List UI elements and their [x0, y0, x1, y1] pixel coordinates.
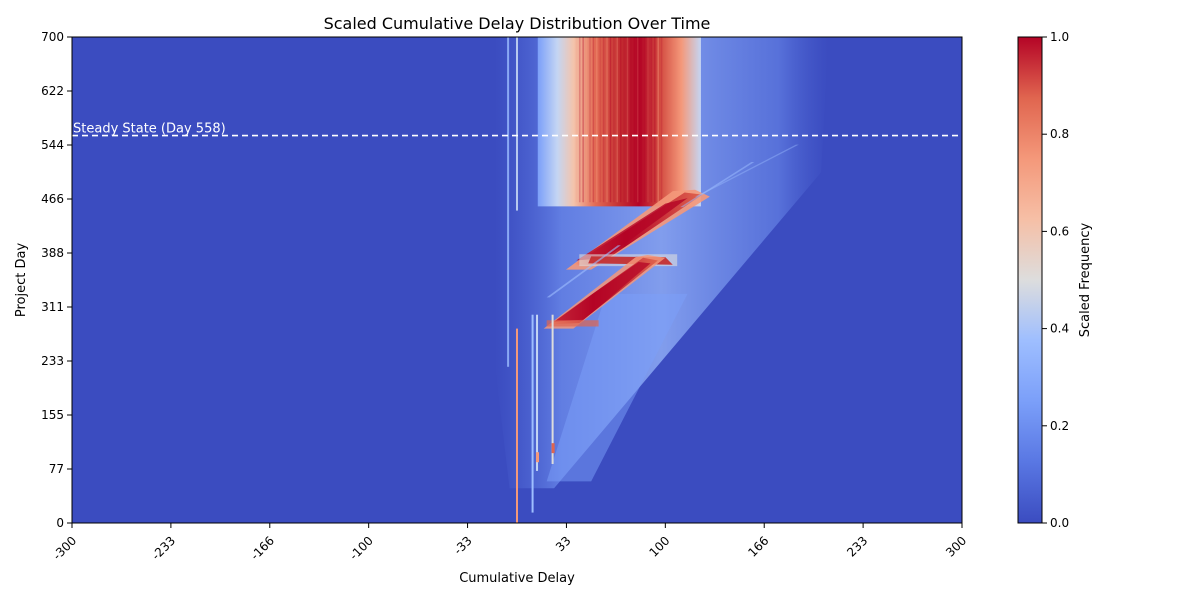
early-spread [546, 293, 688, 482]
steady-state-annotation: Steady State (Day 558) [72, 122, 962, 137]
y-axis-label: Project Day [14, 243, 29, 318]
plot-area [72, 37, 962, 523]
steady-band [537, 37, 701, 207]
y-tick-label: 544 [41, 138, 64, 152]
faint-diagonal [695, 144, 799, 197]
colorbar-tick-label: 1.0 [1050, 30, 1069, 44]
upper-ridge-core [576, 198, 688, 261]
x-tick-label: 33 [553, 534, 574, 555]
vertical-spike-left [507, 37, 510, 367]
spike-hotspot [551, 443, 555, 454]
vertical-spike [516, 328, 518, 523]
y-tick-label: 233 [41, 354, 64, 368]
y-axis: 0 77 155 233 311 388 466 544 622 700 [41, 30, 72, 530]
x-tick-label: 100 [646, 534, 672, 560]
vertical-spike-right [531, 314, 534, 513]
vertical-spike-upper [516, 37, 518, 211]
x-tick-label: -166 [248, 534, 277, 563]
spike-hotspot [536, 452, 540, 463]
colorbar-ticks: 0.0 0.2 0.4 0.6 0.8 1.0 [1042, 30, 1069, 530]
colorbar-label: Scaled Frequency [1078, 222, 1093, 337]
faint-diagonal [680, 161, 755, 208]
x-axis: -300 -233 -166 -100 -33 33 100 166 233 300 [50, 523, 969, 563]
x-tick-label: -233 [149, 534, 178, 563]
chart-title: Scaled Cumulative Delay Distribution Ove… [324, 14, 711, 33]
colorbar: 0.0 0.2 0.4 0.6 0.8 1.0 Scaled Frequency [1017, 30, 1093, 530]
colorbar-gradient [1017, 36, 1043, 524]
heatmap-features [494, 37, 829, 523]
y-tick-label: 700 [41, 30, 64, 44]
colorbar-tick-label: 0.4 [1050, 322, 1069, 336]
colorbar-tick-label: 0.2 [1050, 419, 1069, 433]
plot-frame [71, 36, 963, 524]
x-tick-label: -300 [50, 534, 79, 563]
x-tick-label: -100 [347, 534, 376, 563]
faint-diagonal [546, 245, 621, 298]
steady-state-label: Steady State (Day 558) [73, 122, 226, 137]
y-tick-label: 77 [49, 462, 64, 476]
y-tick-label: 0 [56, 516, 64, 530]
lower-ridge-base [546, 320, 599, 327]
x-tick-label: 300 [943, 534, 969, 560]
vertical-spike-right [536, 314, 539, 471]
y-tick-label: 622 [41, 84, 64, 98]
x-axis-label: Cumulative Delay [459, 571, 575, 586]
x-tick-label: -33 [451, 534, 475, 558]
lower-ridge-core [554, 261, 651, 322]
y-tick-label: 466 [41, 192, 64, 206]
colorbar-tick-label: 0.8 [1050, 127, 1069, 141]
x-tick-label: 233 [844, 534, 870, 560]
colorbar-tick-label: 0.0 [1050, 516, 1069, 530]
vertical-spike-right [551, 314, 554, 464]
y-tick-label: 311 [41, 300, 64, 314]
y-tick-label: 155 [41, 408, 64, 422]
colorbar-tick-label: 0.6 [1050, 224, 1069, 238]
y-tick-label: 388 [41, 246, 64, 260]
x-tick-label: 166 [745, 534, 771, 560]
